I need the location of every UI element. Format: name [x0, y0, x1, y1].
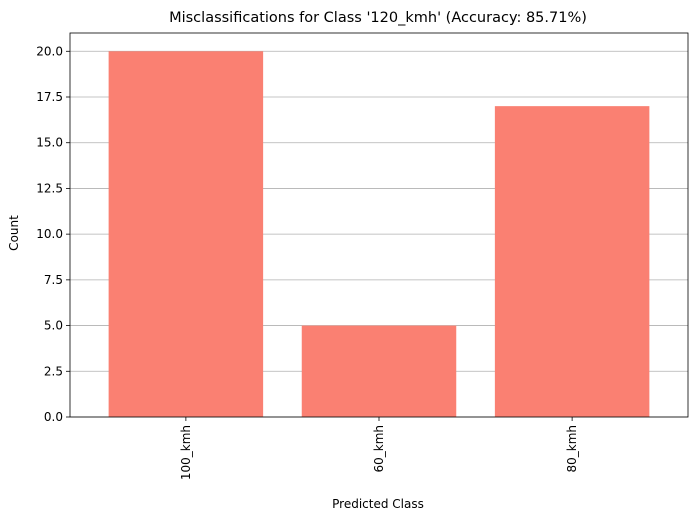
y-ticks: 0.0 2.5 5.0 7.5 10.0 12.5 15.0 17.5 20.0 — [36, 44, 70, 424]
x-axis-label: Predicted Class — [332, 497, 424, 511]
y-tick-label: 17.5 — [36, 90, 63, 104]
x-ticks: 100_kmh 60_kmh 80_kmh — [179, 417, 579, 480]
x-tick-label-100_kmh: 100_kmh — [179, 425, 193, 480]
y-tick-label: 12.5 — [36, 181, 63, 195]
y-tick-label: 10.0 — [36, 227, 63, 241]
y-axis-label: Count — [7, 215, 21, 251]
y-tick-label: 5.0 — [44, 319, 63, 333]
bar-80_kmh — [494, 106, 650, 418]
x-tick-label-80_kmh: 80_kmh — [565, 425, 579, 473]
bar-100_kmh — [108, 51, 264, 418]
x-tick-label-60_kmh: 60_kmh — [372, 425, 386, 473]
y-tick-label: 7.5 — [44, 273, 63, 287]
y-tick-label: 0.0 — [44, 410, 63, 424]
y-tick-label: 20.0 — [36, 44, 63, 58]
bar-60_kmh — [301, 325, 457, 417]
y-tick-label: 2.5 — [44, 364, 63, 378]
bars — [108, 51, 650, 418]
chart-title: Misclassifications for Class '120_kmh' (… — [169, 10, 587, 26]
y-tick-label: 15.0 — [36, 136, 63, 150]
